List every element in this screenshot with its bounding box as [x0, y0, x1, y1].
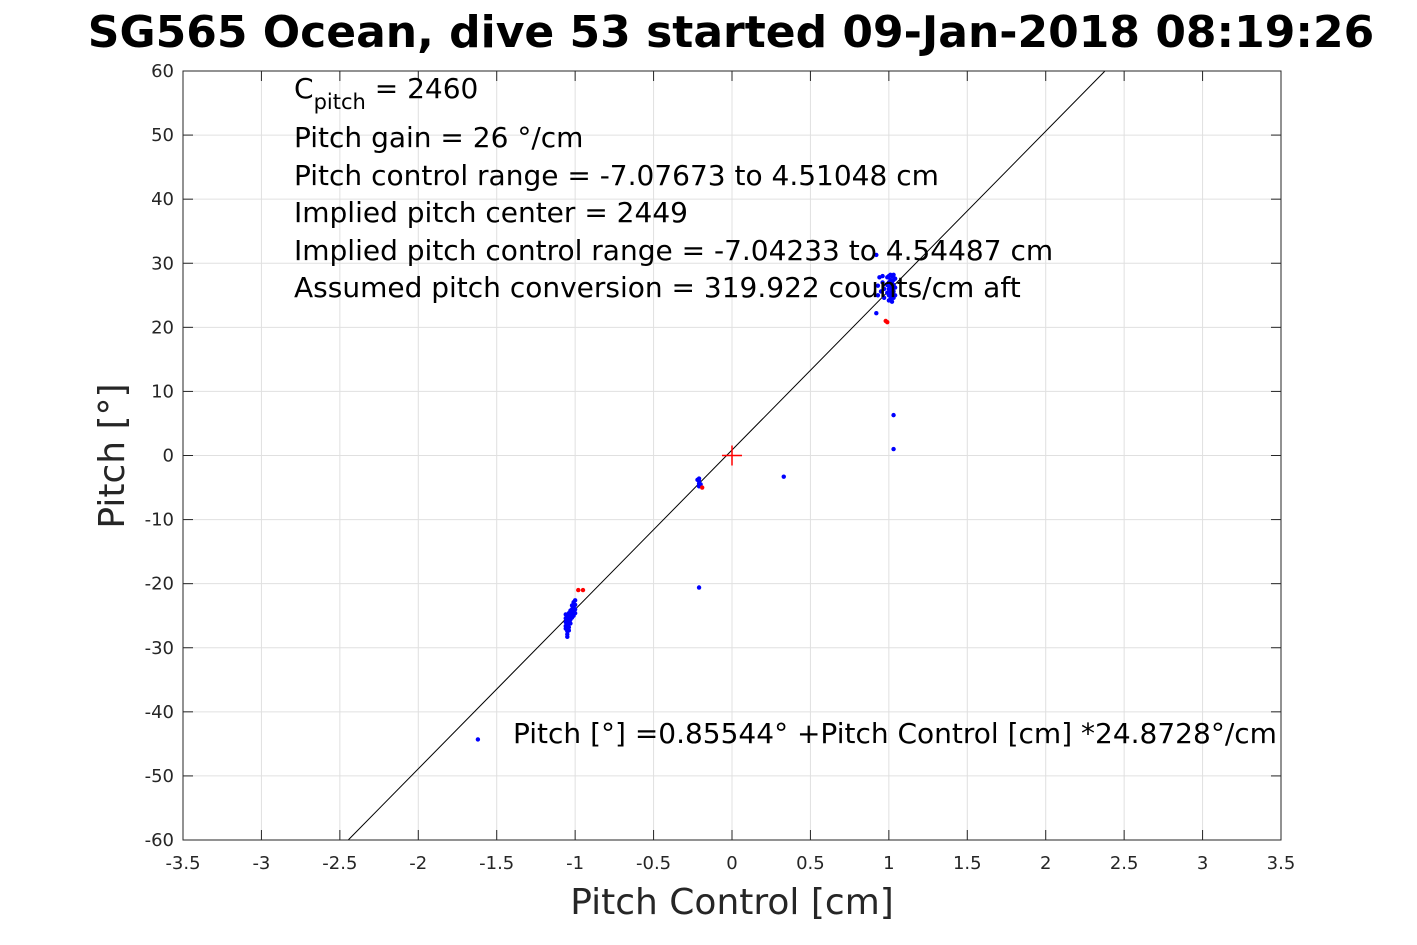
x-tick-label: 0 [726, 853, 737, 874]
x-axis-label: Pitch Control [cm] [570, 882, 894, 923]
data-point [699, 485, 705, 490]
data-point [881, 295, 887, 301]
data-point [892, 293, 898, 298]
data-point [892, 276, 898, 281]
y-tick-label: -30 [145, 638, 174, 659]
data-point [572, 598, 578, 603]
x-tick-label: -1 [566, 853, 584, 874]
y-axis-label: Pitch [°] [92, 383, 133, 528]
x-tick-label: -3.5 [165, 853, 200, 874]
data-point [568, 621, 573, 626]
data-point [880, 273, 885, 279]
data-point [576, 587, 581, 593]
x-tick-label: -2.5 [322, 853, 357, 874]
plot-frame [182, 70, 1282, 841]
data-point [880, 280, 885, 285]
y-tick-label: 20 [151, 317, 174, 338]
data-point [874, 252, 879, 258]
data-point [565, 634, 570, 640]
y-tick-label: 60 [151, 61, 174, 82]
y-tick-labels: -60 -50 -40 -30 -20 -10 0 10 20 30 40 50 60 [145, 61, 174, 851]
data-point [566, 625, 572, 630]
data-point [889, 299, 895, 304]
annotation-line-2: Pitch control range = -7.07673 to 4.5104… [294, 159, 939, 192]
data-point [878, 289, 884, 294]
y-tick-label: -50 [145, 766, 174, 787]
y-tick-label: -40 [145, 702, 174, 723]
data-point [696, 585, 702, 590]
y-tick-label: -60 [145, 830, 174, 851]
data-point [566, 628, 572, 633]
x-tick-label: 3.5 [1267, 853, 1296, 874]
data-point [572, 602, 578, 608]
center-marker-group [722, 445, 742, 466]
data-point [475, 737, 481, 742]
y-tick-label: 10 [151, 381, 174, 402]
y-tick-label: -20 [145, 574, 174, 595]
x-tick-label: -3 [252, 853, 270, 874]
data-point [580, 587, 586, 593]
annotation-block: Cpitch = 2460 Pitch gain = 26 °/cm Pitch… [294, 72, 1053, 304]
x-tick-label: 2 [1040, 853, 1051, 874]
x-tick-label: -1.5 [479, 853, 514, 874]
data-point [874, 311, 879, 316]
y-tick-label: 40 [151, 189, 174, 210]
data-point [885, 320, 890, 325]
data-point [875, 283, 881, 288]
annotation-cpitch: Cpitch = 2460 [294, 72, 478, 114]
data-point [572, 607, 578, 612]
x-tick-label: 0.5 [796, 853, 825, 874]
x-tick-label: 1 [883, 853, 894, 874]
data-point [891, 289, 896, 294]
x-tick-label: 1.5 [953, 853, 982, 874]
y-tick-label: 50 [151, 125, 174, 146]
x-tick-label: 3 [1197, 853, 1208, 874]
data-point [891, 412, 896, 418]
x-tick-labels: -3.5 -3 -2.5 -2 -1.5 -1 -0.5 0 0.5 1 1.5 2 2.5 3 3.5 [165, 853, 1295, 874]
data-point [875, 293, 881, 298]
data-point [891, 272, 896, 277]
annotation-line-3: Implied pitch center = 2449 [294, 196, 688, 229]
data-point [572, 610, 578, 616]
chart-title: SG565 Ocean, dive 53 started 09-Jan-2018… [88, 7, 1374, 58]
fit-equation-text: Pitch [°] =0.85544° +Pitch Control [cm] … [513, 717, 1277, 750]
x-tick-label: 2.5 [1110, 853, 1139, 874]
data-point [695, 477, 700, 483]
data-point [781, 474, 786, 479]
annotation-line-1: Pitch gain = 26 °/cm [294, 121, 583, 154]
y-tick-label: 30 [151, 253, 174, 274]
data-points [475, 252, 898, 742]
y-tick-label: 0 [163, 446, 174, 467]
data-point [892, 285, 898, 290]
data-point [881, 286, 887, 292]
data-point [891, 446, 896, 452]
x-tick-label: -2 [409, 853, 427, 874]
annotation-line-5: Assumed pitch conversion = 319.922 count… [294, 271, 1021, 304]
y-tick-label: -10 [145, 510, 174, 531]
annotation-line-4: Implied pitch control range = -7.04233 t… [294, 234, 1053, 267]
x-tick-label: -0.5 [636, 853, 671, 874]
